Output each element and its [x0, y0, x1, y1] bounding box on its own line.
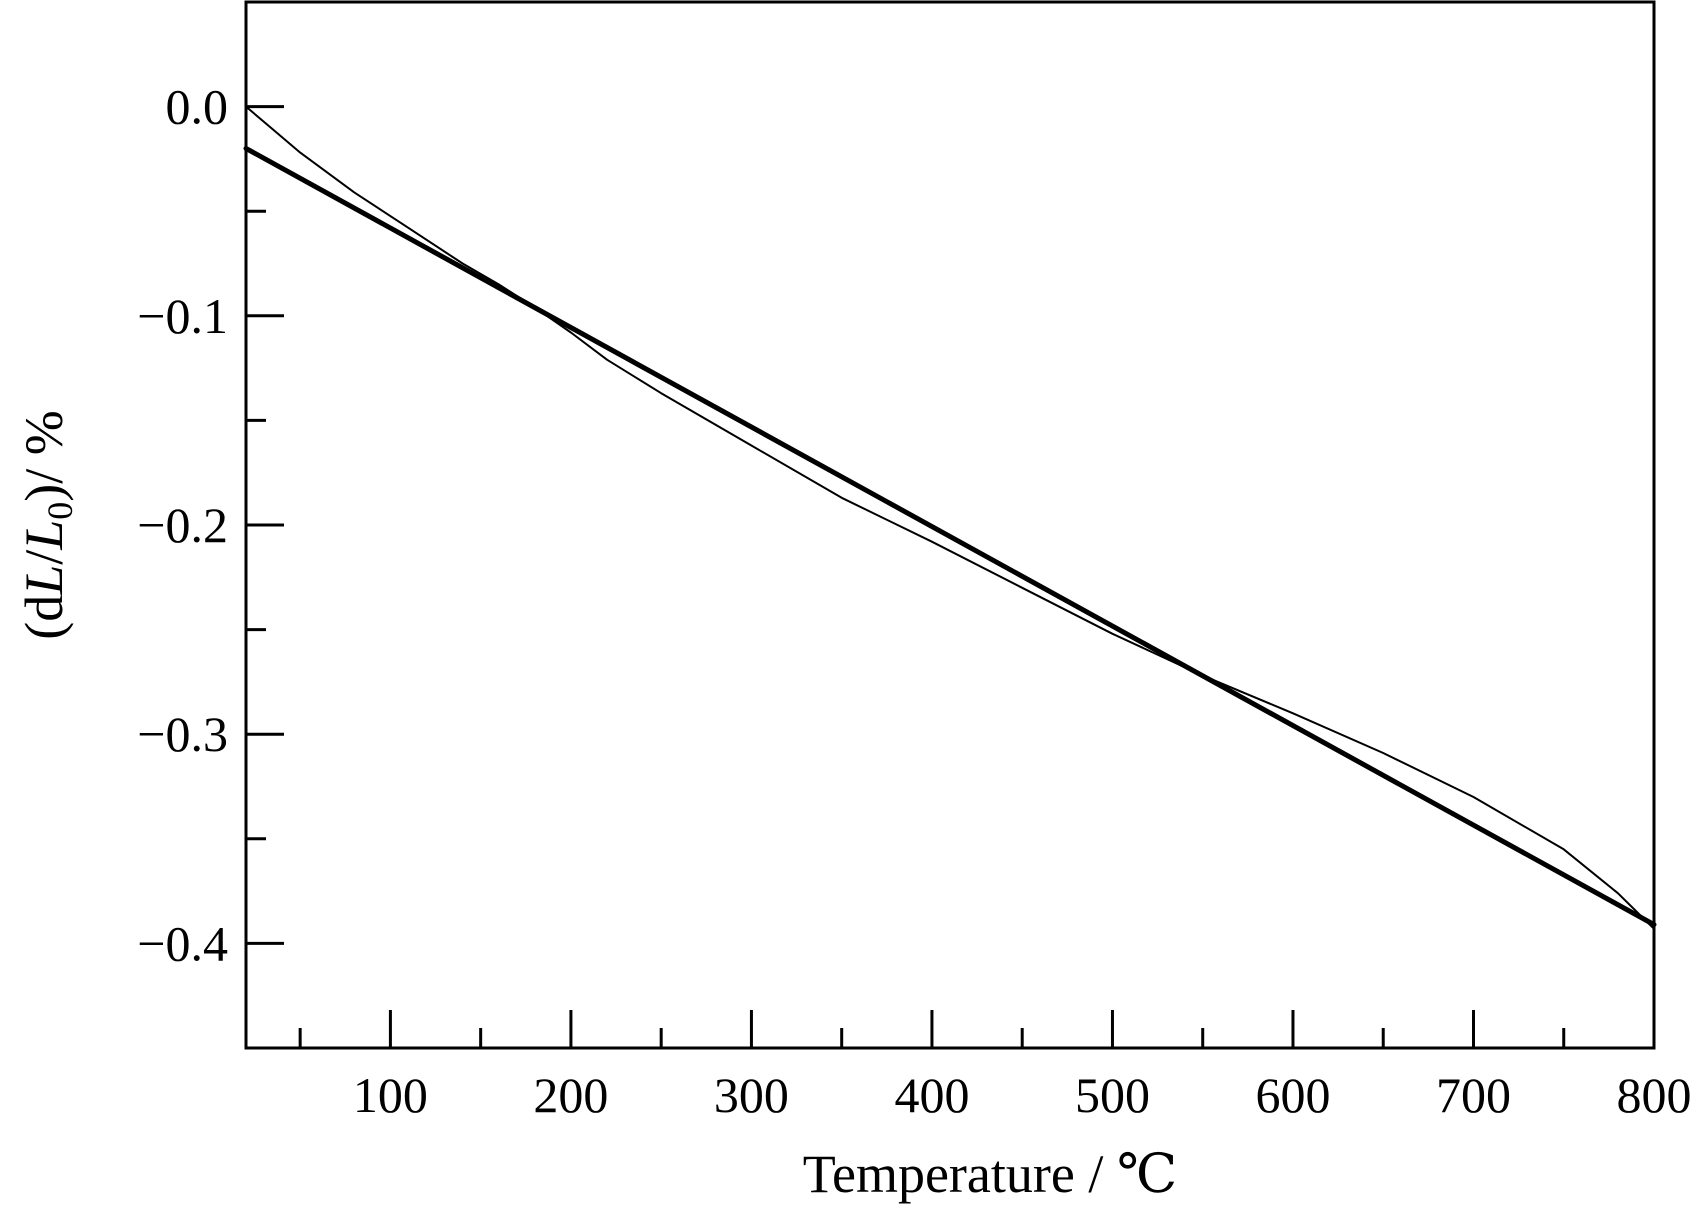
- tick-labels: 100 200 300 400 500 600 700 800 0.0 −0.1 −0.2 −0.3 −…: [137, 79, 1691, 1123]
- y-tick-label: 0.0: [166, 79, 229, 135]
- y-axis-title-l1: L: [14, 565, 74, 596]
- ticks-layer: [246, 105, 1656, 1048]
- x-tick-label: 700: [1436, 1067, 1511, 1123]
- y-tick-label: −0.1: [137, 288, 228, 344]
- y-tick-label: −0.2: [137, 497, 228, 553]
- series-layer: [243, 105, 1657, 930]
- x-axis-title: Temperature / ℃: [803, 1144, 1177, 1204]
- x-tick-label: 200: [533, 1067, 608, 1123]
- y-tick-label: −0.3: [137, 706, 228, 762]
- y-axis-title-open: (d: [14, 595, 74, 640]
- x-tick-label: 500: [1075, 1067, 1150, 1123]
- y-axis-title: (dL/L0)/ %: [14, 410, 80, 640]
- y-tick-label: −0.4: [137, 915, 228, 971]
- x-tick-label: 100: [353, 1067, 428, 1123]
- series-line-thin: [245, 105, 1655, 930]
- x-tick-label: 400: [894, 1067, 969, 1123]
- y-axis-title-close: )/ %: [14, 410, 74, 501]
- x-tick-label: 300: [714, 1067, 789, 1123]
- plot-frame: [244, 0, 1656, 1050]
- y-axis-title-slash: /: [14, 550, 74, 565]
- y-axis-title-l2: L: [14, 520, 74, 551]
- series-line-thick: [243, 145, 1657, 928]
- y-axis-title-sub: 0: [40, 502, 80, 520]
- x-tick-label: 600: [1255, 1067, 1330, 1123]
- x-tick-label: 800: [1617, 1067, 1692, 1123]
